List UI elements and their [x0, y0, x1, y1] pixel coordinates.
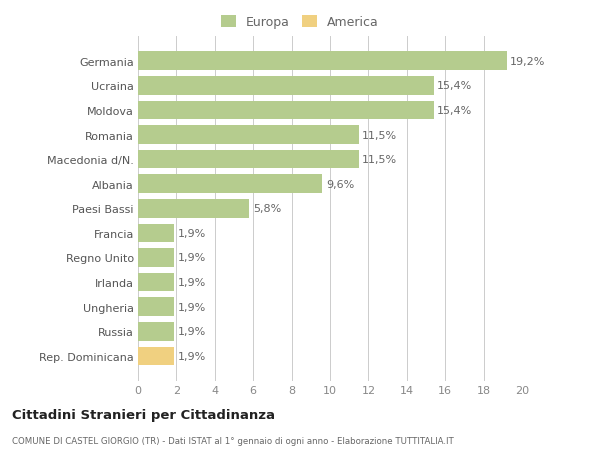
Bar [138, 249, 175, 267]
Text: Cittadini Stranieri per Cittadinanza: Cittadini Stranieri per Cittadinanza [12, 409, 275, 421]
Text: 11,5%: 11,5% [362, 130, 397, 140]
Text: 1,9%: 1,9% [178, 229, 206, 238]
Text: 11,5%: 11,5% [362, 155, 397, 165]
Bar [138, 101, 434, 120]
Text: 15,4%: 15,4% [437, 81, 472, 91]
Bar [138, 77, 434, 95]
Text: 1,9%: 1,9% [178, 278, 206, 287]
Legend: Europa, America: Europa, America [218, 13, 382, 31]
Bar [138, 298, 175, 316]
Bar [138, 126, 359, 145]
Text: 1,9%: 1,9% [178, 327, 206, 336]
Text: 9,6%: 9,6% [326, 179, 354, 189]
Text: 1,9%: 1,9% [178, 351, 206, 361]
Text: 1,9%: 1,9% [178, 253, 206, 263]
Bar [138, 347, 175, 365]
Bar [138, 224, 175, 243]
Bar [138, 273, 175, 291]
Text: COMUNE DI CASTEL GIORGIO (TR) - Dati ISTAT al 1° gennaio di ogni anno - Elaboraz: COMUNE DI CASTEL GIORGIO (TR) - Dati IST… [12, 436, 454, 445]
Text: 15,4%: 15,4% [437, 106, 472, 116]
Bar [138, 52, 506, 71]
Bar [138, 200, 250, 218]
Text: 1,9%: 1,9% [178, 302, 206, 312]
Bar [138, 322, 175, 341]
Bar [138, 151, 359, 169]
Bar [138, 175, 322, 194]
Text: 19,2%: 19,2% [510, 56, 545, 67]
Text: 5,8%: 5,8% [253, 204, 281, 214]
